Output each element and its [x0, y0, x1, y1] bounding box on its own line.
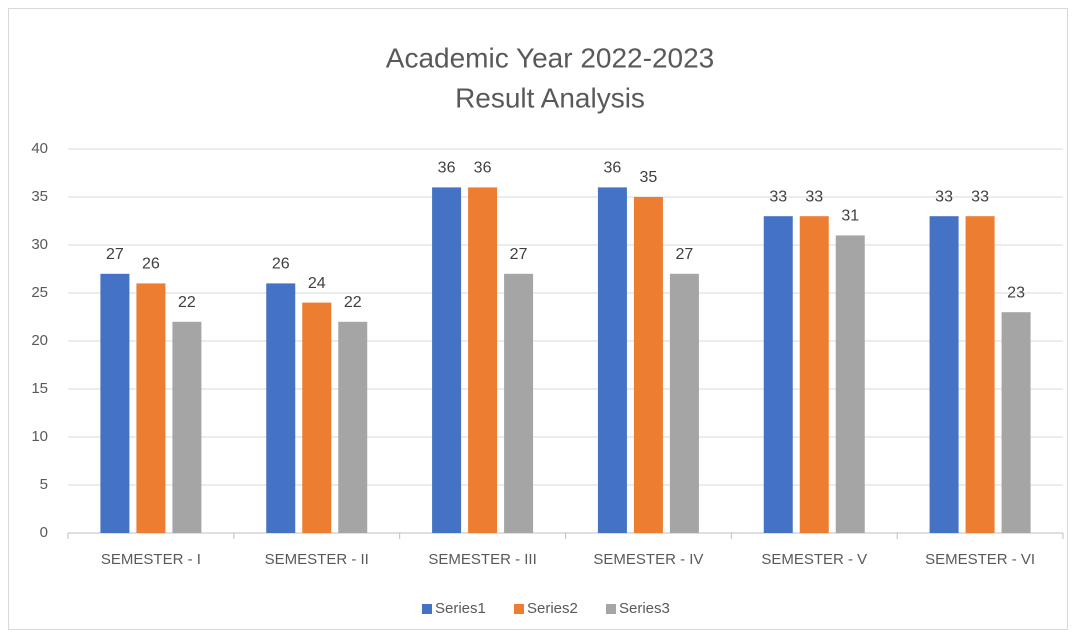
data-label: 23 [1007, 284, 1025, 301]
bar [597, 187, 627, 533]
bar [100, 273, 130, 533]
chart-title: Result Analysis [455, 82, 645, 113]
legend-label: Series2 [527, 600, 578, 617]
data-label: 26 [142, 256, 160, 273]
data-label: 27 [106, 246, 124, 263]
x-tick-label: SEMESTER - III [428, 551, 536, 568]
bar [302, 302, 332, 533]
y-tick-label: 15 [31, 380, 48, 397]
bar [338, 321, 368, 533]
data-label: 33 [805, 188, 823, 205]
bar [504, 273, 534, 533]
x-tick-label: SEMESTER - V [761, 551, 867, 568]
bar [172, 321, 202, 533]
legend-label: Series3 [619, 600, 670, 617]
data-label: 26 [272, 256, 290, 273]
bar [669, 273, 699, 533]
y-tick-label: 10 [31, 428, 48, 445]
data-label: 33 [935, 188, 953, 205]
data-label: 27 [510, 246, 528, 263]
data-label: 31 [841, 208, 859, 225]
bar [965, 216, 995, 533]
x-tick-label: SEMESTER - II [265, 551, 369, 568]
data-label: 36 [604, 160, 622, 177]
bar [432, 187, 462, 533]
data-label: 35 [640, 169, 658, 186]
legend-swatch [606, 604, 616, 614]
y-tick-label: 35 [31, 188, 48, 205]
data-label: 24 [308, 275, 326, 292]
bar [763, 216, 793, 533]
data-label: 33 [971, 188, 989, 205]
data-label: 36 [438, 160, 456, 177]
bar [929, 216, 959, 533]
bar [136, 283, 166, 533]
y-tick-label: 20 [31, 332, 48, 349]
legend-swatch [422, 604, 432, 614]
data-label: 36 [474, 160, 492, 177]
y-tick-label: 30 [31, 236, 48, 253]
bar [266, 283, 296, 533]
x-tick-label: SEMESTER - IV [593, 551, 703, 568]
x-tick-label: SEMESTER - VI [925, 551, 1035, 568]
y-tick-label: 40 [31, 140, 48, 157]
chart-title: Academic Year 2022-2023 [386, 42, 714, 73]
data-label: 33 [769, 188, 787, 205]
bar [1001, 312, 1031, 533]
bar [633, 197, 663, 533]
legend-swatch [514, 604, 524, 614]
data-label: 27 [676, 246, 694, 263]
y-tick-label: 0 [40, 524, 48, 541]
bar [799, 216, 829, 533]
legend-label: Series1 [435, 600, 486, 617]
bar [468, 187, 498, 533]
y-tick-label: 5 [40, 476, 48, 493]
y-tick-label: 25 [31, 284, 48, 301]
data-label: 22 [178, 294, 196, 311]
x-tick-label: SEMESTER - I [101, 551, 201, 568]
bar [835, 235, 865, 533]
data-label: 22 [344, 294, 362, 311]
